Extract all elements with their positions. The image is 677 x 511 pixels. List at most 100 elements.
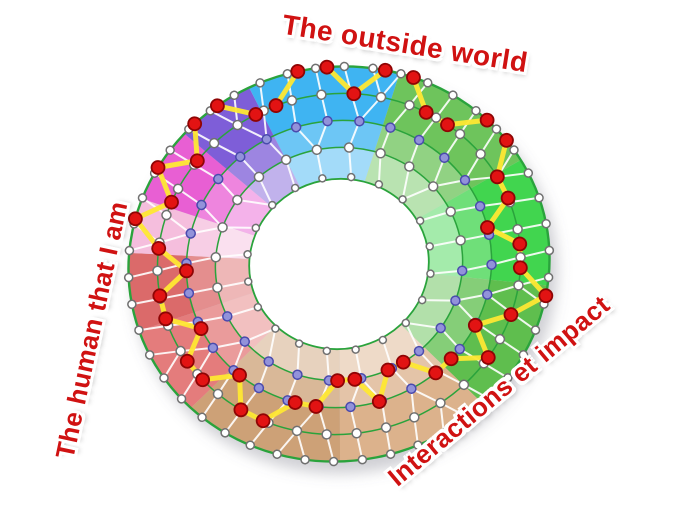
white-node xyxy=(458,379,470,391)
white-node xyxy=(245,440,256,450)
red-node xyxy=(232,367,247,383)
red-node xyxy=(480,220,495,235)
purple-node xyxy=(450,295,461,306)
sector-tan-right xyxy=(339,324,424,381)
sector-tan-left xyxy=(231,348,340,408)
red-node xyxy=(512,236,528,252)
red-node xyxy=(443,351,459,367)
white-node xyxy=(124,245,135,256)
purple-node xyxy=(196,199,207,211)
red-node xyxy=(179,353,195,369)
white-node xyxy=(208,137,220,149)
red-node xyxy=(346,86,362,102)
white-node xyxy=(251,223,261,233)
white-node xyxy=(426,269,435,278)
sector-violet xyxy=(184,87,274,170)
red-node xyxy=(179,263,194,279)
white-node xyxy=(427,181,439,192)
white-node xyxy=(475,148,486,160)
white-node xyxy=(534,193,544,203)
red-node xyxy=(209,98,225,114)
purple-node xyxy=(474,200,486,212)
sector-green-bright xyxy=(416,202,463,277)
white-node xyxy=(544,245,555,256)
purple-node xyxy=(406,383,417,394)
white-node xyxy=(159,373,169,383)
white-node xyxy=(494,333,506,345)
white-node xyxy=(435,397,446,409)
purple-node xyxy=(456,265,468,276)
white-node xyxy=(462,412,473,422)
red-node xyxy=(158,311,174,327)
red-node xyxy=(268,98,284,113)
red-node xyxy=(406,70,421,85)
white-node xyxy=(343,142,355,153)
purple-node xyxy=(454,343,466,355)
red-node xyxy=(500,190,516,206)
purple-node xyxy=(435,322,446,334)
purple-node xyxy=(322,115,333,127)
white-node xyxy=(401,318,411,328)
white-node xyxy=(229,90,239,101)
white-node xyxy=(272,449,282,459)
white-node xyxy=(448,90,458,100)
white-node xyxy=(255,78,265,88)
red-node xyxy=(287,395,303,410)
white-node xyxy=(232,194,243,206)
purple-node xyxy=(263,356,274,367)
white-node xyxy=(415,216,425,226)
white-node xyxy=(328,456,339,467)
white-node xyxy=(413,440,423,450)
white-node xyxy=(430,112,442,123)
white-node xyxy=(175,345,186,357)
red-node xyxy=(248,107,264,122)
white-node xyxy=(161,209,172,221)
purple-node xyxy=(354,116,365,127)
purple-node xyxy=(290,121,302,133)
white-node xyxy=(445,206,456,217)
red-node xyxy=(330,373,345,389)
white-node xyxy=(380,422,392,433)
red-node xyxy=(395,354,411,370)
white-node xyxy=(509,145,519,155)
white-node xyxy=(518,350,529,360)
red-node xyxy=(164,194,179,210)
white-node xyxy=(530,325,541,335)
sector-green-lower xyxy=(400,273,462,347)
red-node xyxy=(150,160,166,175)
white-node xyxy=(375,91,387,103)
sector-red-rose xyxy=(186,255,222,313)
white-node xyxy=(378,335,388,345)
white-node xyxy=(290,183,300,193)
white-node xyxy=(286,95,298,106)
white-node xyxy=(253,302,263,312)
white-node xyxy=(197,412,207,423)
white-node xyxy=(137,193,148,203)
white-node xyxy=(339,61,350,72)
purple-node xyxy=(439,152,450,163)
white-node xyxy=(127,299,137,310)
white-node xyxy=(385,449,396,459)
white-node xyxy=(321,429,332,440)
purple-node xyxy=(212,173,224,185)
purple-node xyxy=(261,134,272,145)
sector-violet xyxy=(248,159,301,208)
red-node xyxy=(503,307,519,322)
purple-node xyxy=(486,259,497,270)
red-node xyxy=(377,62,393,78)
white-node xyxy=(310,63,321,74)
white-node xyxy=(541,218,551,229)
purple-node xyxy=(222,311,233,322)
white-node xyxy=(523,168,534,178)
purple-node xyxy=(481,289,493,300)
white-node xyxy=(368,63,378,74)
white-node xyxy=(425,242,434,251)
white-node xyxy=(439,427,449,438)
red-node xyxy=(290,63,306,79)
red-node xyxy=(319,59,335,75)
white-node xyxy=(346,172,356,182)
white-node xyxy=(404,161,415,172)
white-node xyxy=(503,373,513,383)
red-node xyxy=(152,288,168,304)
